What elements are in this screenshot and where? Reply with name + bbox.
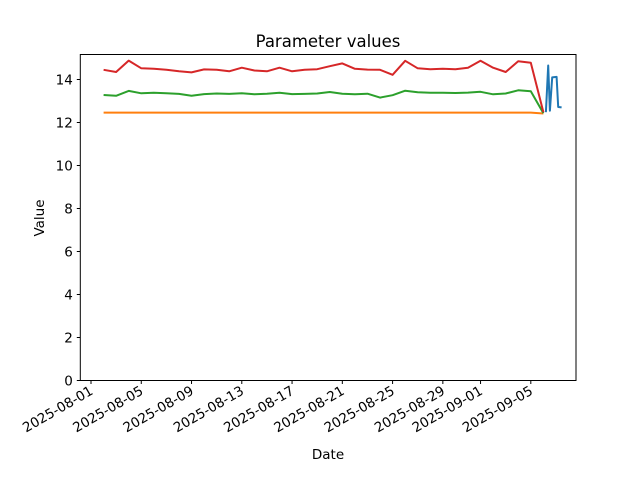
y-tick-label: 8: [64, 201, 73, 217]
y-tick-label: 6: [64, 244, 73, 260]
x-axis-label: Date: [312, 447, 344, 463]
y-tick-label: 10: [56, 158, 73, 174]
series-green: [103, 89, 545, 114]
plot-frame: [79, 54, 577, 381]
chart-title: Parameter values: [256, 32, 401, 51]
y-tick-label: 0: [64, 373, 73, 389]
y-tick-label: 4: [64, 287, 73, 303]
series-orange: [103, 111, 544, 115]
y-axis-label: Value: [32, 199, 48, 236]
series-blue: [544, 64, 562, 113]
y-tick-label: 12: [56, 115, 73, 131]
series-red: [103, 59, 545, 113]
y-tick-label: 2: [64, 330, 73, 346]
y-tick-label: 14: [56, 72, 73, 88]
plot-lines: [103, 59, 562, 115]
